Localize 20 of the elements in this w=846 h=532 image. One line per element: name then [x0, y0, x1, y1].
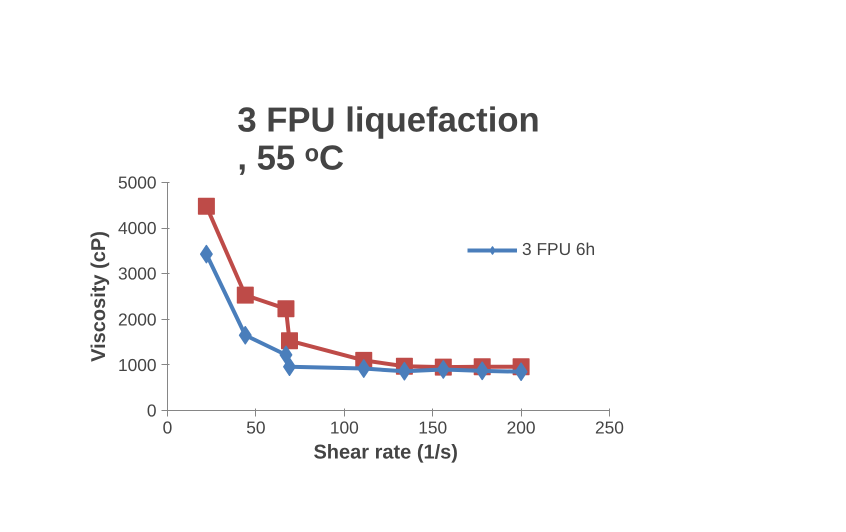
- x-tick-label: 50: [246, 418, 266, 438]
- y-axis-title: Viscosity (cP): [88, 231, 110, 362]
- x-tick-label: 150: [418, 418, 448, 438]
- point: [277, 300, 294, 318]
- x-tick-label: 200: [506, 418, 536, 438]
- legend-label: 3 FPU 6h: [522, 239, 596, 260]
- point: [236, 286, 254, 304]
- chart-title: 3 FPU liquefaction , 55 ᵒC: [237, 102, 540, 178]
- point: [198, 198, 215, 215]
- point: [280, 332, 298, 350]
- y-tick-label: 3000: [118, 264, 157, 284]
- x-tick-label: 0: [162, 418, 172, 438]
- y-tick-label: 0: [146, 400, 157, 420]
- x-tick-label: 100: [330, 418, 359, 438]
- y-tick-label: 2000: [118, 309, 157, 330]
- y-tick-label: 4000: [118, 218, 157, 238]
- x-tick-label: 250: [595, 418, 624, 438]
- x-axis-title: Shear rate (1/s): [313, 442, 458, 464]
- y-tick-label: 5000: [118, 172, 157, 192]
- y-tick-label: 1000: [118, 354, 157, 375]
